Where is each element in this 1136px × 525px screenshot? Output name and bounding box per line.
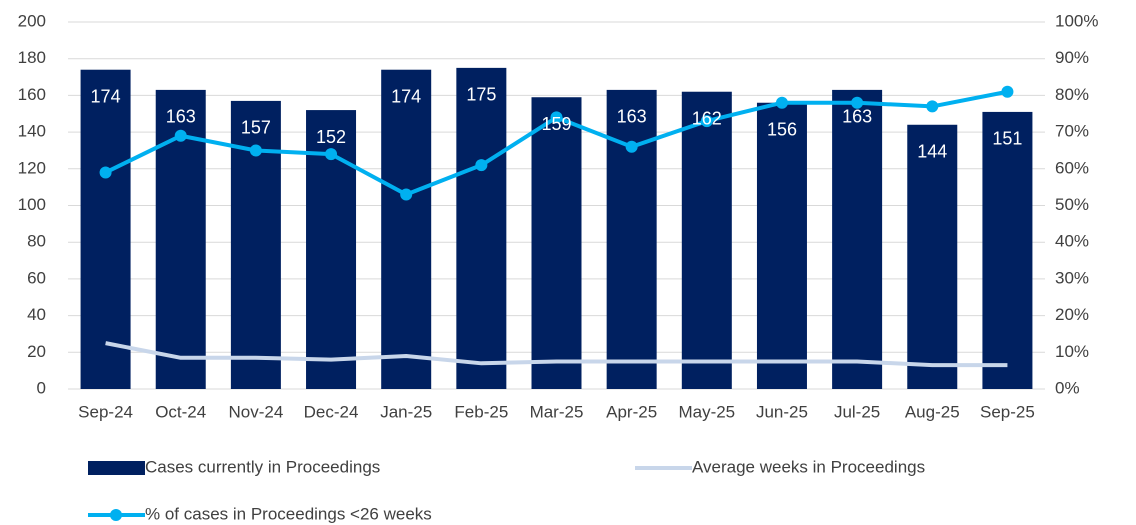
data-label: 151 xyxy=(992,129,1022,149)
x-tick-label: Aug-25 xyxy=(905,402,960,421)
bar xyxy=(80,69,131,390)
line-marker xyxy=(325,148,338,161)
x-tick-label: Sep-25 xyxy=(980,402,1035,421)
bar xyxy=(531,97,582,390)
y-tick-label: 0 xyxy=(37,378,46,397)
line-marker xyxy=(400,188,413,201)
y2-tick-label: 50% xyxy=(1055,195,1089,214)
data-label: 162 xyxy=(692,108,722,128)
y2-tick-label: 10% xyxy=(1055,342,1089,361)
y-tick-label: 20 xyxy=(27,342,46,361)
data-label: 163 xyxy=(617,107,647,127)
y-tick-label: 180 xyxy=(18,48,46,67)
y2-tick-label: 30% xyxy=(1055,268,1089,287)
line-marker xyxy=(99,166,112,179)
bar xyxy=(606,89,657,390)
data-label: 156 xyxy=(767,119,797,139)
x-tick-label: Apr-25 xyxy=(606,402,657,421)
x-tick-label: Mar-25 xyxy=(530,402,584,421)
bar xyxy=(230,100,281,389)
bar xyxy=(681,91,732,389)
y-tick-label: 40 xyxy=(27,305,46,324)
data-label: 144 xyxy=(917,142,947,162)
y-tick-label: 60 xyxy=(27,268,46,287)
y-tick-label: 200 xyxy=(18,11,46,30)
bar xyxy=(381,69,432,390)
data-label: 163 xyxy=(842,107,872,127)
line-marker xyxy=(475,159,488,172)
data-label: 157 xyxy=(241,118,271,138)
y2-tick-label: 100% xyxy=(1055,11,1098,30)
line-marker xyxy=(775,96,788,109)
data-label: 174 xyxy=(391,86,421,106)
line-marker xyxy=(851,96,864,109)
data-label: 175 xyxy=(466,85,496,105)
bar xyxy=(907,124,958,389)
line xyxy=(105,341,1008,368)
legend-label: Cases currently in Proceedings xyxy=(145,457,380,476)
legend-label: Average weeks in Proceedings xyxy=(692,457,925,476)
y2-tick-label: 70% xyxy=(1055,122,1089,141)
legend-marker xyxy=(110,509,122,521)
legend-label: % of cases in Proceedings <26 weeks xyxy=(145,504,432,523)
line-marker xyxy=(174,129,187,142)
y2-tick-label: 90% xyxy=(1055,48,1089,67)
data-label: 159 xyxy=(541,114,571,134)
x-tick-label: Sep-24 xyxy=(78,402,133,421)
x-tick-label: Oct-24 xyxy=(155,402,206,421)
y2-tick-label: 40% xyxy=(1055,232,1089,251)
bar xyxy=(982,111,1033,389)
line-marker xyxy=(550,111,563,124)
y-tick-label: 120 xyxy=(18,158,46,177)
bar xyxy=(456,67,507,389)
x-tick-label: Dec-24 xyxy=(304,402,359,421)
y-tick-label: 100 xyxy=(18,195,46,214)
legend-swatch xyxy=(88,461,145,475)
x-tick-label: May-25 xyxy=(678,402,735,421)
y2-tick-label: 20% xyxy=(1055,305,1089,324)
x-tick-label: Jan-25 xyxy=(380,402,432,421)
y2-tick-label: 60% xyxy=(1055,158,1089,177)
bar xyxy=(756,102,807,390)
line-marker xyxy=(625,140,638,153)
y-tick-label: 160 xyxy=(18,85,46,104)
y-tick-label: 140 xyxy=(18,122,46,141)
line-marker xyxy=(926,100,939,113)
y-tick-label: 80 xyxy=(27,232,46,251)
line-marker xyxy=(1001,85,1014,98)
y2-tick-label: 80% xyxy=(1055,85,1089,104)
y2-tick-label: 0% xyxy=(1055,378,1080,397)
x-tick-label: Jul-25 xyxy=(834,402,880,421)
x-tick-label: Nov-24 xyxy=(228,402,283,421)
data-label: 174 xyxy=(91,86,121,106)
data-label: 163 xyxy=(166,107,196,127)
line-marker xyxy=(700,115,713,128)
x-tick-label: Feb-25 xyxy=(454,402,508,421)
line-marker xyxy=(249,144,262,157)
data-label: 152 xyxy=(316,127,346,147)
x-tick-label: Jun-25 xyxy=(756,402,808,421)
bar xyxy=(832,89,883,390)
